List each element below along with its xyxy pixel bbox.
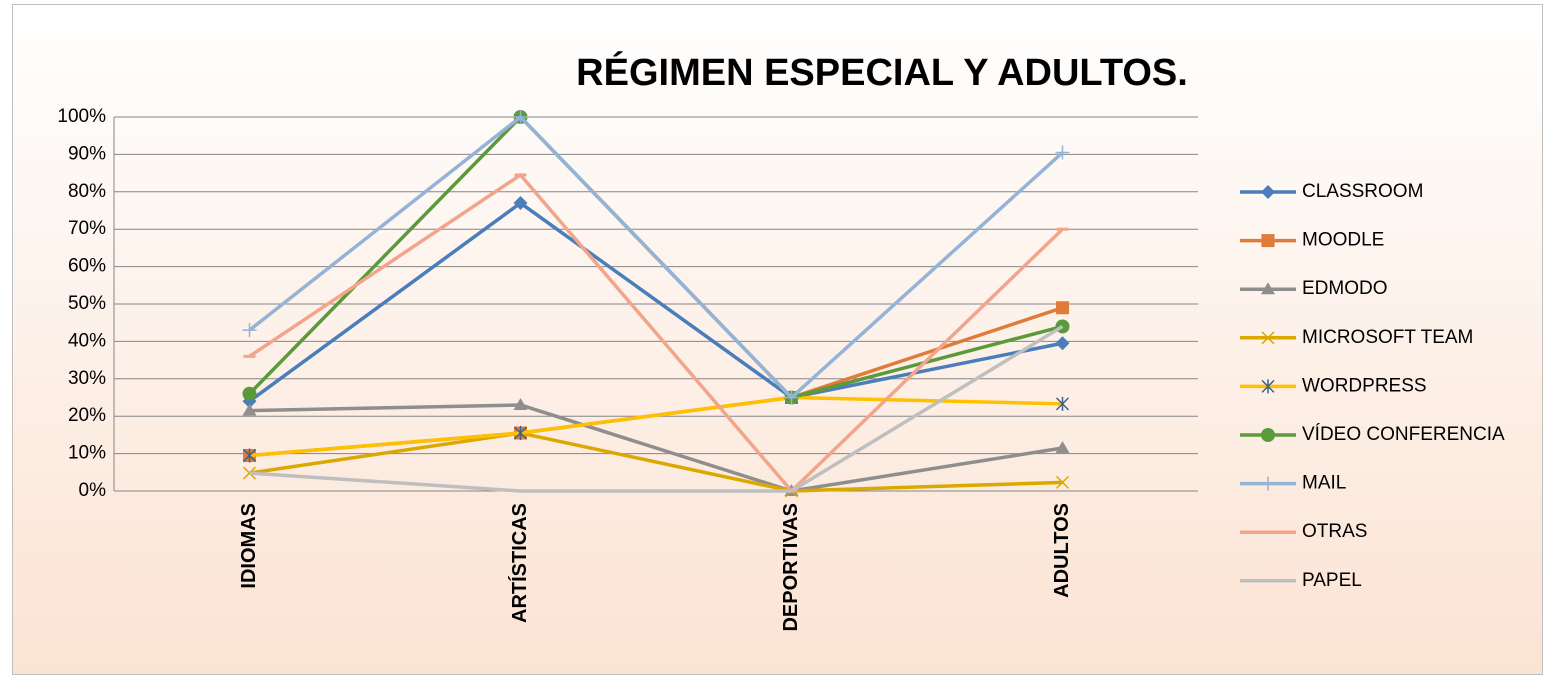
legend-label: MOODLE [1302,230,1384,251]
series-line [249,324,1064,493]
y-tick-label: 10% [68,443,106,464]
y-tick-label: 80% [68,181,106,202]
y-tick-label: 50% [68,293,106,314]
marker [1055,440,1070,453]
marker [784,390,799,405]
marker [513,397,528,410]
x-tick-label: IDIOMAS [238,503,260,589]
marker [1261,331,1275,345]
marker [1261,476,1275,491]
y-tick-label: 60% [68,256,106,277]
y-tick-label: 70% [68,218,106,239]
series-line [249,431,1063,493]
series-line [248,115,1064,400]
x-tick-label: DEPORTIVAS [780,503,802,632]
marker [1261,185,1275,199]
y-tick-label: 40% [68,330,106,351]
x-tick-label: ADULTOS [1051,503,1073,598]
series-line [248,173,1064,493]
legend-label: CLASSROOM [1302,181,1423,202]
y-tick-label: 30% [68,368,106,389]
legend-label: MICROSOFT TEAM [1302,327,1473,348]
marker [1261,282,1275,295]
marker [1261,234,1275,248]
marker [513,426,528,441]
marker [242,386,257,401]
legend-label: MAIL [1302,473,1346,494]
series-line [249,403,1063,493]
marker [1055,396,1070,411]
marker [513,196,528,211]
series-line [248,201,1063,403]
legend-label: WORDPRESS [1302,375,1427,396]
chart-title: RÉGIMEN ESPECIAL Y ADULTOS. [576,50,1188,94]
x-tick-label: ARTÍSTICAS [508,503,531,623]
marker [242,403,257,416]
marker [1056,301,1069,315]
marker [1261,379,1275,394]
y-tick-label: 100% [57,106,106,127]
legend-label: EDMODO [1302,278,1388,299]
marker [1055,475,1070,489]
marker [1055,145,1070,160]
y-tick-label: 90% [68,143,106,164]
series-line [249,395,1063,458]
legend-label: VÍDEO CONFERENCIA [1302,424,1505,445]
marker [513,110,528,124]
y-tick-label: 0% [79,480,107,501]
y-tick-label: 20% [68,405,106,426]
marker [242,323,257,338]
marker [1055,336,1070,351]
legend-label: PAPEL [1302,570,1362,591]
marker [1261,428,1275,442]
legend-label: OTRAS [1302,521,1367,542]
marker [242,448,257,463]
